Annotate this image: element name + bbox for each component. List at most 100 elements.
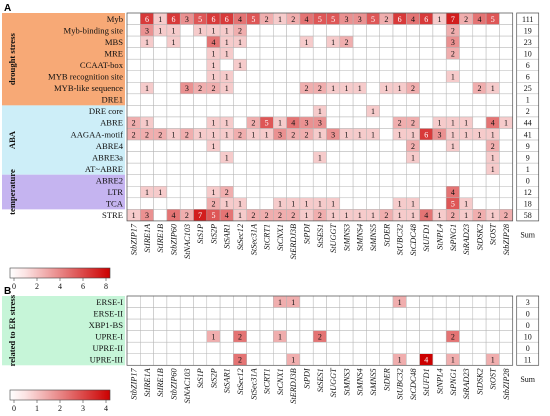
heatmap-cell <box>299 330 314 343</box>
cell-value: 3 <box>358 15 362 24</box>
row-label: Myb <box>107 14 123 24</box>
cell-value: 1 <box>331 211 335 220</box>
cell-value: 1 <box>464 200 468 209</box>
heatmap-cell <box>366 318 380 331</box>
column-label: StMNS5 <box>369 368 378 395</box>
heatmap-cell <box>193 151 208 164</box>
heatmap-cell <box>366 82 380 95</box>
cell-value: 5 <box>265 119 269 128</box>
heatmap-cell <box>406 58 420 72</box>
heatmap-cell <box>166 353 181 366</box>
heatmap-cell <box>166 47 181 60</box>
column-label: StUFD1 <box>422 224 431 252</box>
column-label: StCRT1 <box>263 224 272 250</box>
heatmap-cell <box>432 307 447 320</box>
heatmap-cell <box>352 70 367 83</box>
cell-value: 1 <box>291 200 295 209</box>
heatmap-cell <box>406 353 420 366</box>
heatmap-cell <box>312 174 327 187</box>
heatmap-cell <box>379 174 394 187</box>
heatmap-cell <box>379 186 394 199</box>
cell-value: 1 <box>172 130 176 139</box>
heatmap-cell <box>459 330 474 343</box>
heatmap-cell <box>366 162 380 175</box>
heatmap-cell <box>179 58 194 72</box>
cell-value: 1 <box>238 200 242 209</box>
heatmap-cell <box>126 162 141 175</box>
heatmap-cell <box>379 162 394 175</box>
heatmap-cell <box>419 307 434 320</box>
heatmap-cell <box>406 341 420 355</box>
heatmap-cell <box>326 139 341 152</box>
column-label: StERDJ3B <box>289 224 298 259</box>
heatmap-cell <box>179 47 194 60</box>
heatmap-cell <box>166 330 181 343</box>
heatmap-cell <box>299 139 314 152</box>
row-label: STRE <box>102 210 123 220</box>
heatmap-cell <box>312 295 327 308</box>
heatmap-cell <box>153 209 168 222</box>
heatmap-cell <box>286 70 301 83</box>
cell-value: 1 <box>211 332 215 341</box>
cell-value: 3 <box>451 38 455 47</box>
heatmap-cell <box>499 330 513 343</box>
heatmap-cell <box>419 139 434 152</box>
sum-border <box>516 295 540 366</box>
cell-value: 2 <box>491 142 495 151</box>
cell-value: 2 <box>198 84 202 93</box>
column-label: StNAC103 <box>183 368 192 403</box>
heatmap-cell <box>299 186 314 199</box>
heatmap-cell <box>432 70 447 83</box>
heatmap-cell <box>352 116 367 129</box>
cell-value: 2 <box>384 15 388 24</box>
heatmap-cell <box>233 139 247 152</box>
heatmap-cell <box>286 58 301 72</box>
heatmap-cell <box>339 186 354 199</box>
heatmap-cell <box>166 139 181 152</box>
heatmap-cell <box>273 24 287 37</box>
cell-value: 1 <box>491 130 495 139</box>
heatmap-cell <box>140 93 154 106</box>
heatmap-cell <box>286 24 301 37</box>
heatmap-cell <box>126 58 141 72</box>
cell-value: 6 <box>398 15 402 24</box>
heatmap-cell <box>339 93 354 106</box>
sum-value: 12 <box>524 188 532 197</box>
heatmap-cell <box>432 35 447 48</box>
heatmap-cell <box>259 307 274 320</box>
heatmap-cell <box>339 341 354 355</box>
heatmap-cell <box>406 162 420 175</box>
heatmap-cell <box>140 105 154 118</box>
column-label: StPDI <box>303 223 312 245</box>
heatmap-cell <box>206 307 221 320</box>
heatmap-cell <box>193 93 208 106</box>
heatmap-cell <box>366 58 380 72</box>
heatmap-cell <box>406 186 420 199</box>
heatmap-cell <box>326 307 341 320</box>
heatmap-cell <box>193 174 208 187</box>
heatmap-cell <box>153 105 168 118</box>
heatmap-cell <box>432 139 447 152</box>
heatmap-cell <box>206 151 221 164</box>
sum-value: 1 <box>526 165 530 174</box>
column-label: StDER <box>382 224 391 247</box>
cell-value: 1 <box>318 200 322 209</box>
cell-value: 1 <box>265 130 269 139</box>
heatmap-cell <box>140 58 154 72</box>
sum-value: 0 <box>526 176 530 185</box>
cell-value: 1 <box>225 26 229 35</box>
heatmap-cell <box>179 105 194 118</box>
row-label: ABRE <box>100 118 123 128</box>
heatmap-cell <box>246 353 261 366</box>
heatmap-cell <box>126 151 141 164</box>
legend-tick-label: 0 <box>12 282 16 291</box>
heatmap-cell <box>166 82 181 95</box>
heatmap-cell <box>312 58 327 72</box>
heatmap-cell <box>392 35 407 48</box>
heatmap-cell <box>485 318 500 331</box>
heatmap-cell <box>166 174 181 187</box>
heatmap-cell <box>485 47 500 60</box>
heatmap-cell <box>193 353 208 366</box>
heatmap-cell <box>352 58 367 72</box>
heatmap-cell <box>246 174 261 187</box>
